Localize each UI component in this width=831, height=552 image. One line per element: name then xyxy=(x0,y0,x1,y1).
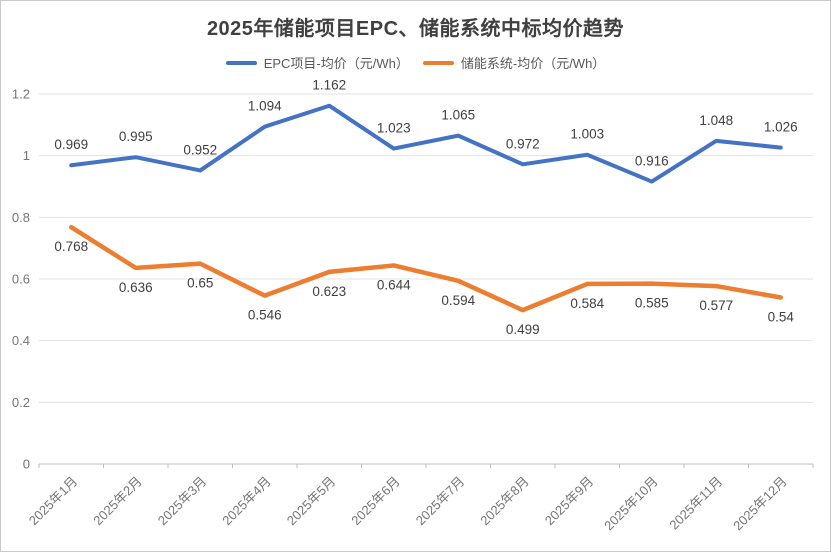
x-axis-tick-label: 2025年11月 xyxy=(666,474,725,533)
x-axis-tick-label: 2025年6月 xyxy=(348,474,403,529)
y-axis-tick-label: 0.4 xyxy=(12,333,30,348)
system-data-label: 0.636 xyxy=(119,280,153,295)
x-axis-tick-label: 2025年4月 xyxy=(219,474,274,529)
epc-data-label: 1.162 xyxy=(312,78,346,93)
epc-data-label: 0.916 xyxy=(635,154,669,169)
x-axis-tick-label: 2025年8月 xyxy=(477,474,532,529)
epc-data-label: 0.972 xyxy=(506,136,540,151)
y-axis-tick-label: 0 xyxy=(23,457,30,472)
x-axis-tick-label: 2025年2月 xyxy=(90,474,145,529)
x-axis-tick-label: 2025年7月 xyxy=(413,474,468,529)
y-axis-tick-label: 1.2 xyxy=(12,87,30,102)
epc-data-label: 1.026 xyxy=(764,120,798,135)
x-axis-tick-label: 2025年5月 xyxy=(284,474,339,529)
system-data-label: 0.577 xyxy=(699,298,733,313)
y-axis-tick-label: 0.8 xyxy=(12,210,30,225)
y-axis-tick-label: 0.2 xyxy=(12,395,30,410)
epc-data-label: 0.969 xyxy=(54,137,88,152)
system-data-label: 0.594 xyxy=(441,293,475,308)
epc-data-label: 1.003 xyxy=(570,127,604,142)
epc-series-line xyxy=(69,103,783,184)
system-data-label: 0.644 xyxy=(377,277,411,292)
epc-data-label: 0.995 xyxy=(119,129,153,144)
x-axis-tick-label: 2025年9月 xyxy=(542,474,597,529)
system-data-label: 0.768 xyxy=(54,239,88,254)
system-data-label: 0.499 xyxy=(506,322,540,337)
x-axis-tick-label: 2025年12月 xyxy=(730,474,790,534)
x-axis-tick-label: 2025年1月 xyxy=(26,474,81,529)
y-axis-tick-label: 1 xyxy=(23,148,30,163)
epc-data-label: 0.952 xyxy=(183,142,217,157)
epc-data-label: 1.023 xyxy=(377,121,411,136)
system-series-line xyxy=(69,224,783,313)
legend-label-system: 储能系统-均价（元/Wh） xyxy=(460,56,606,71)
x-axis-tick-label: 2025年3月 xyxy=(155,474,210,529)
legend: EPC项目-均价（元/Wh） 储能系统-均价（元/Wh） xyxy=(1,53,830,72)
legend-item-epc: EPC项目-均价（元/Wh） xyxy=(225,53,409,72)
legend-label-epc: EPC项目-均价（元/Wh） xyxy=(263,56,409,71)
system-line-swatch xyxy=(422,60,454,65)
y-axis-tick-label: 0.6 xyxy=(12,272,30,287)
system-data-label: 0.584 xyxy=(570,296,604,311)
epc-data-label: 1.065 xyxy=(441,108,475,123)
x-axis-tick-label: 2025年10月 xyxy=(601,474,661,534)
chart-title: 2025年储能项目EPC、储能系统中标均价趋势 xyxy=(206,18,625,40)
system-data-label: 0.623 xyxy=(312,284,346,299)
system-data-label: 0.585 xyxy=(635,296,669,311)
system-data-label: 0.546 xyxy=(248,308,282,323)
epc-line-swatch xyxy=(225,60,257,65)
epc-data-label: 1.094 xyxy=(248,99,282,114)
system-data-label: 0.54 xyxy=(768,310,795,325)
epc-data-label: 1.048 xyxy=(699,113,733,128)
system-data-label: 0.65 xyxy=(187,276,213,291)
legend-item-system: 储能系统-均价（元/Wh） xyxy=(422,53,606,72)
